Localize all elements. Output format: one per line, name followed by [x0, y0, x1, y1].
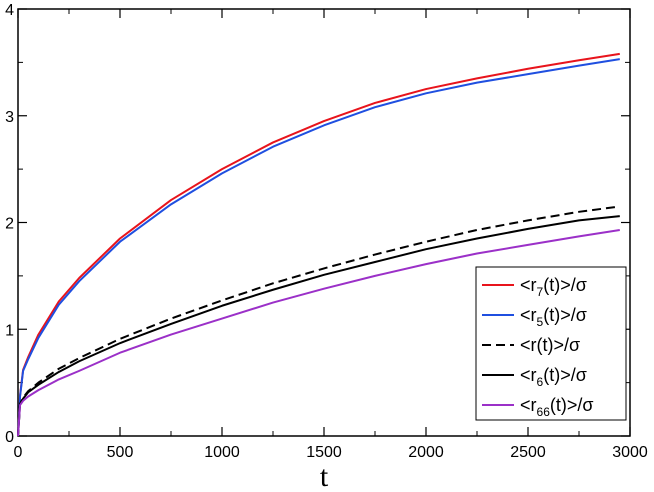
legend-label-3: <r6(t)>/σ — [520, 365, 587, 389]
x-tick-label: 3000 — [612, 444, 648, 461]
series-line-3 — [17, 215, 620, 437]
x-tick-label: 2500 — [510, 444, 546, 461]
series-line-4 — [17, 228, 620, 437]
x-tick-label: 0 — [14, 444, 23, 461]
x-tick-label: 1500 — [306, 444, 342, 461]
x-tick-label: 500 — [107, 444, 134, 461]
legend-box — [475, 266, 627, 421]
x-tick-label: 1000 — [204, 444, 240, 461]
y-tick-label: 0 — [5, 429, 14, 446]
legend: <r7(t)>/σ <r5(t)>/σ <r(t)>/σ <r6(t)>/σ <r66(… — [475, 266, 627, 421]
legend-label-2: <r(t)>/σ — [520, 335, 580, 355]
legend-label-1: <r5(t)>/σ — [520, 305, 587, 329]
x-tick-label: 2000 — [408, 444, 444, 461]
x-axis-title: t — [320, 460, 329, 492]
axis-ticks: 0 500 1000 1500 2000 2500 3000 0 1 2 3 4 — [5, 2, 648, 461]
y-tick-label: 4 — [5, 2, 14, 19]
legend-label-0: <r7(t)>/σ — [520, 275, 587, 299]
y-tick-label: 1 — [5, 322, 14, 339]
legend-label-4: <r66(t)>/σ — [520, 395, 594, 419]
y-tick-label: 3 — [5, 109, 14, 126]
series-lines — [17, 52, 620, 437]
y-tick-label: 2 — [5, 216, 14, 233]
series-line-1 — [17, 58, 620, 437]
